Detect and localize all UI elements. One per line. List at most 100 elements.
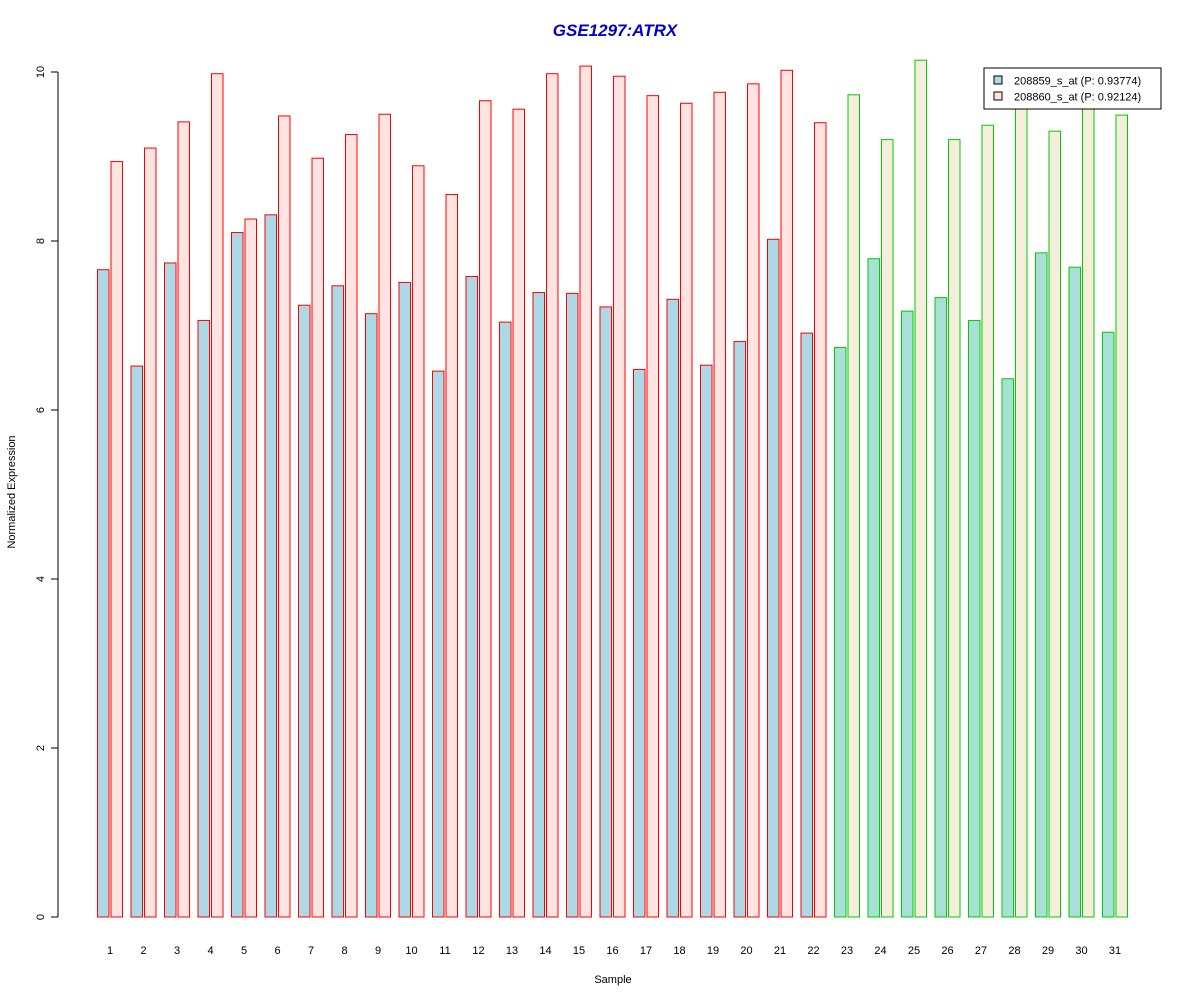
bar-208859-sample-16 <box>599 306 612 918</box>
bar-208860-sample-22 <box>814 122 827 918</box>
x-tick-label: 1 <box>107 945 113 957</box>
y-tick-label: 8 <box>35 238 47 244</box>
bar-208860-sample-17 <box>646 95 659 918</box>
bar-208860-sample-26 <box>948 139 961 918</box>
legend-swatch-208860 <box>993 91 1003 101</box>
bar-208860-sample-7 <box>311 157 324 918</box>
x-tick-label: 20 <box>740 945 752 957</box>
x-tick-label: 11 <box>439 945 450 957</box>
y-tick-label: 4 <box>35 576 47 582</box>
x-tick-label: 26 <box>941 945 953 957</box>
bar-208859-sample-25 <box>901 310 914 918</box>
bar-208859-sample-26 <box>934 297 947 918</box>
bar-208859-sample-11 <box>432 370 445 918</box>
x-tick-label: 30 <box>1075 945 1087 957</box>
bar-208860-sample-28 <box>1015 105 1028 918</box>
bar-208859-sample-1 <box>97 269 110 918</box>
bar-208860-sample-14 <box>546 73 559 918</box>
bar-208859-sample-7 <box>298 304 311 918</box>
y-tick-label: 6 <box>35 407 47 413</box>
x-tick-label: 16 <box>606 945 618 957</box>
bar-208859-sample-19 <box>700 364 713 918</box>
bar-208859-sample-27 <box>968 319 981 918</box>
bar-208859-sample-13 <box>499 321 512 918</box>
x-tick-label: 27 <box>975 945 987 957</box>
y-axis-label: Normalized Expression <box>6 435 18 548</box>
bar-208860-sample-23 <box>847 94 860 918</box>
bar-208860-sample-25 <box>914 59 927 918</box>
y-axis: 0 2 4 6 8 10 <box>35 66 59 920</box>
x-tick-label: 12 <box>472 945 484 957</box>
x-tick-label: 9 <box>375 945 381 957</box>
bar-208859-sample-15 <box>566 292 579 918</box>
x-tick-label: 18 <box>673 945 685 957</box>
x-axis-label: Sample <box>594 974 631 986</box>
x-tick-label: 4 <box>207 945 213 957</box>
bar-208860-sample-13 <box>512 108 525 918</box>
bar-208860-sample-12 <box>479 100 492 918</box>
bar-208860-sample-24 <box>881 139 894 918</box>
x-tick-label: 25 <box>908 945 920 957</box>
bar-208860-sample-31 <box>1115 114 1128 918</box>
bar-208859-sample-23 <box>834 346 847 918</box>
bar-208859-sample-12 <box>465 275 478 918</box>
bar-208860-sample-29 <box>1048 130 1061 918</box>
bar-208859-sample-6 <box>264 214 277 918</box>
bar-208860-sample-10 <box>412 165 425 918</box>
legend-swatch-208859 <box>993 75 1003 85</box>
bar-208859-sample-17 <box>633 368 646 918</box>
bar-208859-sample-5 <box>231 232 244 918</box>
x-tick-label: 8 <box>341 945 347 957</box>
bar-208860-sample-1 <box>110 161 123 918</box>
x-tick-label: 6 <box>274 945 280 957</box>
bar-208859-sample-4 <box>197 319 210 918</box>
bar-208860-sample-21 <box>780 69 793 918</box>
x-tick-label: 3 <box>174 945 180 957</box>
bar-208860-sample-20 <box>747 83 760 918</box>
x-tick-label: 7 <box>308 945 314 957</box>
bar-208859-sample-24 <box>867 258 880 918</box>
bar-208860-sample-4 <box>211 73 224 918</box>
bar-208860-sample-16 <box>613 75 626 918</box>
y-tick-label: 10 <box>35 66 47 78</box>
x-tick-label: 23 <box>841 945 853 957</box>
x-tick-label: 17 <box>640 945 652 957</box>
bar-208859-sample-9 <box>365 313 378 918</box>
bar-208860-sample-11 <box>445 194 458 918</box>
bar-208859-sample-28 <box>1001 378 1014 918</box>
x-tick-label: 2 <box>140 945 146 957</box>
x-tick-label: 24 <box>874 945 886 957</box>
bar-208859-sample-3 <box>164 262 177 918</box>
x-tick-label: 14 <box>539 945 551 957</box>
x-tick-label: 15 <box>573 945 585 957</box>
bar-208859-sample-18 <box>666 298 679 918</box>
bar-208860-sample-5 <box>244 218 257 918</box>
legend-label-208860: 208860_s_at (P: 0.92124) <box>1014 92 1141 104</box>
bar-208860-sample-2 <box>144 147 157 918</box>
bar-208859-sample-14 <box>532 292 545 918</box>
x-tick-label: 28 <box>1008 945 1020 957</box>
bar-208859-sample-2 <box>130 365 143 918</box>
bar-208859-sample-30 <box>1068 266 1081 918</box>
bar-208860-sample-30 <box>1082 105 1095 918</box>
bar-208860-sample-8 <box>345 134 358 918</box>
bar-208859-sample-31 <box>1102 331 1115 918</box>
legend-box <box>983 67 1162 110</box>
bar-208860-sample-6 <box>278 115 291 918</box>
bars <box>97 59 1128 918</box>
bar-208859-sample-8 <box>331 285 344 918</box>
bar-208860-sample-19 <box>713 91 726 918</box>
legend-label-208859: 208859_s_at (P: 0.93774) <box>1014 76 1141 88</box>
x-tick-label: 5 <box>241 945 247 957</box>
legend: 208859_s_at (P: 0.93774) 208860_s_at (P:… <box>983 67 1162 110</box>
bar-208859-sample-21 <box>767 238 780 918</box>
bar-208860-sample-9 <box>378 113 391 918</box>
y-tick-label: 0 <box>35 914 47 920</box>
x-tick-labels: 1 2 3 4 5 6 7 8 9 10 11 12 13 14 15 16 17 18 19 20 21 22 23 24 2… <box>107 945 1121 957</box>
x-tick-label: 21 <box>774 945 786 957</box>
x-tick-label: 31 <box>1109 945 1121 957</box>
bar-208860-sample-27 <box>981 124 994 918</box>
bar-208859-sample-22 <box>800 332 813 918</box>
bar-208859-sample-20 <box>733 341 746 918</box>
